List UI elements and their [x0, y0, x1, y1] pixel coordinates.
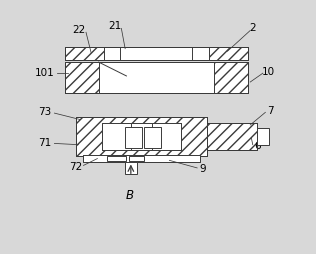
Bar [209, 47, 248, 60]
Bar [214, 62, 248, 93]
Text: 10: 10 [261, 67, 275, 77]
Text: 73: 73 [38, 107, 51, 117]
Text: 22: 22 [72, 25, 85, 35]
Bar [99, 67, 121, 88]
Bar [144, 127, 161, 149]
Bar [104, 47, 209, 60]
Bar [76, 117, 207, 156]
Text: 6: 6 [254, 141, 261, 151]
Bar [83, 155, 200, 162]
Text: 72: 72 [69, 162, 82, 172]
Bar [191, 67, 214, 88]
Bar [257, 128, 269, 145]
Bar [64, 62, 248, 93]
Bar [102, 123, 131, 150]
Bar [107, 155, 126, 161]
Text: 9: 9 [200, 164, 206, 174]
Text: 101: 101 [34, 68, 54, 78]
Bar [99, 62, 214, 93]
Bar [120, 47, 192, 60]
Text: 7: 7 [267, 106, 274, 116]
Bar [125, 127, 142, 149]
Bar [64, 62, 99, 93]
Bar [64, 47, 248, 60]
Bar [102, 123, 181, 150]
Bar [64, 47, 104, 60]
Bar [83, 155, 200, 162]
Text: 21: 21 [108, 21, 122, 31]
Bar [131, 123, 152, 150]
Bar [207, 123, 257, 150]
Bar [152, 123, 181, 150]
Bar [125, 162, 137, 174]
Bar [129, 155, 144, 161]
Text: 71: 71 [38, 138, 51, 148]
Text: B: B [126, 189, 134, 202]
Bar [76, 117, 207, 156]
Text: 2: 2 [249, 23, 256, 34]
Bar [207, 123, 257, 150]
